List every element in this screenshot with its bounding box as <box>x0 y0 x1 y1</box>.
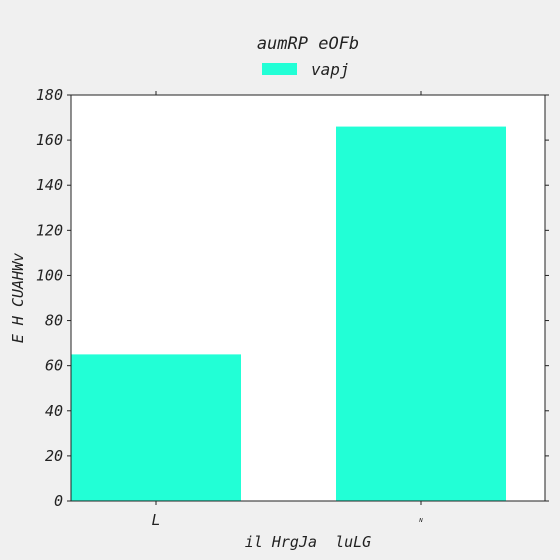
y-tick-label: 80 <box>45 312 63 330</box>
y-axis-label: E H CUAHWv <box>9 253 27 343</box>
bar-2 <box>336 126 506 502</box>
y-tick-label: 100 <box>36 266 63 284</box>
y-tick-label: 0 <box>54 492 63 510</box>
x-axis-label: il HrgJa luLG <box>245 533 371 551</box>
chart-title: aumRP eOFb <box>257 34 359 54</box>
x-tick-label: L <box>151 511 160 529</box>
y-axis: 0 20 40 60 80 100 120 140 160 180 <box>36 86 549 510</box>
bar-1 <box>71 354 241 501</box>
x-tick-label: ᴺ <box>418 518 423 528</box>
y-tick-label: 40 <box>45 402 63 420</box>
y-tick-label: 160 <box>36 131 63 149</box>
legend-swatch <box>262 63 297 75</box>
plot-frame <box>70 94 546 502</box>
y-tick-label: 20 <box>45 447 63 465</box>
y-tick-label: 60 <box>45 357 63 375</box>
bars-group <box>71 126 506 502</box>
y-tick-label: 180 <box>36 86 63 104</box>
y-tick-label: 140 <box>36 176 63 194</box>
legend-label: vapj <box>311 60 350 79</box>
y-tick-label: 120 <box>36 221 63 239</box>
legend: vapj <box>262 60 350 79</box>
